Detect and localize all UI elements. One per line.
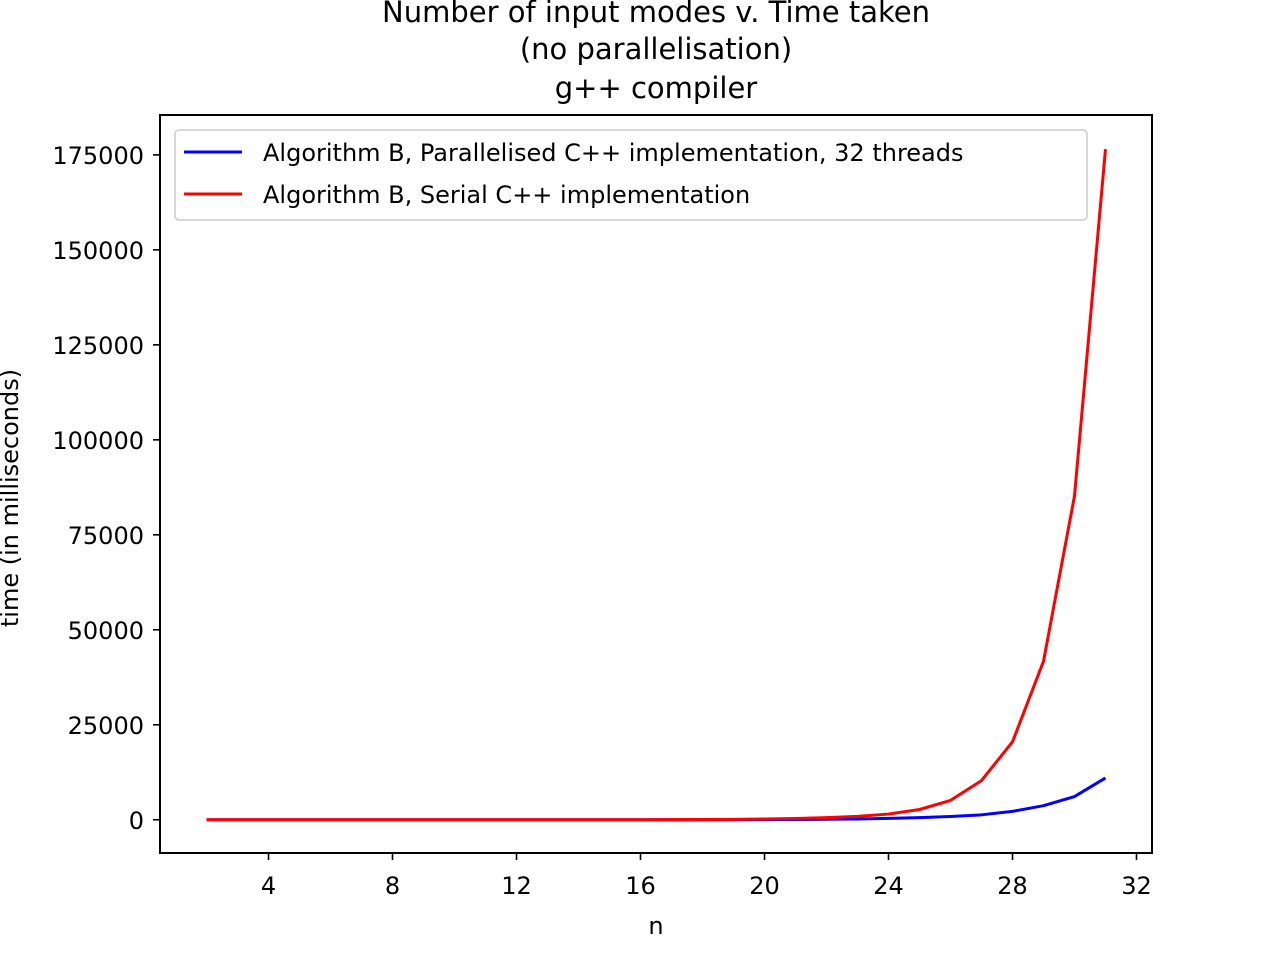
chart-title-line-3: g++ compiler	[555, 71, 758, 105]
chart-title: Number of input modes v. Time taken (no p…	[382, 0, 930, 105]
series-line-1	[206, 776, 1107, 822]
x-tick-label: 16	[625, 872, 656, 900]
y-tick-label: 125000	[52, 332, 144, 360]
x-axis-ticks: 4 8 12 16 20 24 28 32	[261, 853, 1152, 900]
y-axis-label: time (in milliseconds)	[0, 369, 24, 627]
series-lines	[206, 149, 1107, 822]
y-tick-label: 25000	[68, 712, 144, 740]
legend-label-1: Algorithm B, Parallelised C++ implementa…	[263, 139, 964, 167]
y-tick-label: 50000	[68, 617, 144, 645]
y-tick-label: 75000	[68, 522, 144, 550]
x-axis-label: n	[648, 912, 663, 940]
y-tick-label: 100000	[52, 427, 144, 455]
x-tick-label: 20	[749, 872, 780, 900]
y-axis-ticks: 0 25000 50000 75000 100000 125000 150000 175000	[52, 142, 160, 835]
x-tick-label: 12	[501, 872, 532, 900]
legend: Algorithm B, Parallelised C++ implementa…	[174, 129, 1088, 221]
x-tick-label: 32	[1121, 872, 1152, 900]
chart-title-line-2: (no parallelisation)	[520, 32, 792, 66]
series-line-2	[206, 149, 1107, 822]
x-tick-label: 4	[261, 872, 276, 900]
legend-box	[174, 129, 1088, 221]
legend-label-2: Algorithm B, Serial C++ implementation	[263, 181, 750, 209]
chart-title-line-1: Number of input modes v. Time taken	[382, 0, 930, 29]
x-tick-label: 8	[385, 872, 400, 900]
plot-frame	[159, 114, 1153, 854]
y-tick-label: 150000	[52, 237, 144, 265]
x-tick-label: 24	[873, 872, 904, 900]
y-tick-label: 0	[129, 807, 144, 835]
x-tick-label: 28	[997, 872, 1028, 900]
y-tick-label: 175000	[52, 142, 144, 170]
